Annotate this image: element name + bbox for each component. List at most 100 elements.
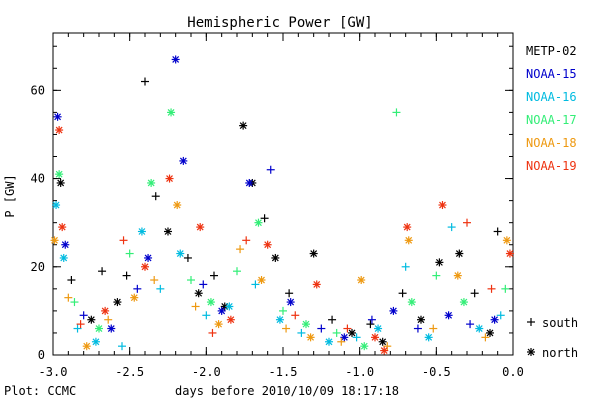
data-points — [50, 55, 514, 355]
data-point-south — [208, 328, 217, 337]
data-point-north — [380, 346, 389, 355]
data-point-north — [263, 240, 272, 249]
data-point-south — [156, 284, 165, 293]
data-point-south — [352, 333, 361, 342]
data-point-north — [214, 320, 223, 329]
data-point-south — [199, 280, 208, 289]
data-point-north — [407, 298, 416, 307]
data-point-north — [164, 227, 172, 236]
data-point-south — [429, 324, 438, 333]
x-tick-label: -1.5 — [269, 365, 298, 379]
data-point-north — [225, 302, 234, 311]
data-point-north — [371, 333, 379, 342]
y-tick-label: 20 — [31, 260, 45, 274]
data-point-south — [118, 342, 126, 351]
data-point-north — [167, 108, 176, 117]
data-point-south — [260, 214, 269, 223]
data-point-north — [312, 280, 321, 289]
data-point-north — [137, 227, 146, 236]
data-point-north — [404, 236, 413, 245]
data-point-south — [104, 315, 113, 324]
data-point-south — [67, 276, 76, 285]
data-point-north — [424, 333, 433, 342]
data-point-south — [251, 280, 260, 289]
data-point-north — [58, 223, 67, 232]
data-point-south — [366, 320, 375, 329]
data-point-north — [357, 276, 366, 285]
data-point-north — [171, 55, 180, 64]
data-point-south — [150, 276, 159, 285]
data-point-north — [196, 223, 205, 232]
data-point-south — [282, 324, 291, 333]
data-point-south — [202, 311, 211, 320]
data-point-north — [239, 121, 248, 130]
data-point-south — [332, 328, 341, 337]
data-point-north — [87, 315, 96, 324]
y-tick-label: 40 — [31, 172, 45, 186]
data-point-north — [194, 289, 203, 298]
data-point-south — [151, 192, 160, 201]
data-point-south — [463, 218, 471, 227]
data-point-south — [481, 333, 490, 342]
data-point-south — [328, 315, 337, 324]
data-point-north — [245, 178, 254, 187]
data-point-south — [98, 267, 107, 276]
data-point-north — [271, 253, 280, 262]
data-point-north — [486, 328, 494, 337]
data-point-north — [403, 223, 412, 232]
plot-frame — [52, 32, 514, 356]
data-point-south — [367, 315, 376, 324]
legend-north-marker — [527, 348, 535, 356]
data-point-south — [119, 236, 128, 245]
data-point-south — [73, 324, 82, 333]
data-point-south — [470, 289, 479, 298]
data-point-north — [417, 315, 425, 324]
data-point-north — [113, 298, 122, 307]
x-tick-label: -2.0 — [192, 365, 221, 379]
data-point-north — [176, 249, 185, 258]
y-axis-label: P [GW] — [3, 174, 17, 217]
data-point-north — [91, 337, 100, 346]
data-point-north — [147, 178, 156, 187]
data-point-north — [141, 262, 149, 271]
data-point-south — [122, 271, 131, 280]
legend-symbol-label: south — [542, 316, 578, 330]
chart-title: Hemispheric Power [GW] — [187, 15, 372, 31]
data-point-north — [59, 253, 68, 262]
data-point-north — [459, 298, 468, 307]
data-point-north — [505, 249, 514, 258]
data-point-north — [61, 240, 70, 249]
data-point-south — [242, 236, 251, 245]
data-point-north — [53, 112, 62, 121]
data-point-north — [455, 249, 464, 258]
data-point-north — [173, 201, 182, 210]
data-point-north — [374, 324, 383, 333]
data-point-south — [279, 306, 287, 315]
data-point-south — [383, 342, 392, 351]
data-point-south — [191, 302, 200, 311]
data-point-south — [337, 337, 346, 346]
x-axis-label: days before 2010/10/09 18:17:18 — [175, 384, 399, 398]
data-point-north — [226, 315, 235, 324]
data-point-north — [325, 337, 333, 346]
data-point-south — [392, 108, 401, 117]
data-point-north — [302, 320, 310, 329]
data-point-north — [95, 324, 103, 333]
data-point-north — [165, 174, 174, 183]
legend-entry: NOAA-15 — [526, 67, 577, 81]
legend-entry: NOAA-16 — [526, 90, 577, 104]
data-point-south — [141, 77, 149, 86]
data-point-south — [133, 284, 142, 293]
data-point-south — [297, 328, 306, 337]
data-point-south — [183, 253, 192, 262]
data-point-south — [64, 293, 73, 302]
data-point-south — [432, 271, 441, 280]
data-point-south — [466, 320, 475, 329]
data-point-north — [389, 306, 398, 315]
y-tick-label: 0 — [38, 348, 45, 362]
data-point-north — [490, 315, 499, 324]
data-point-north — [306, 333, 315, 342]
data-point-north — [179, 156, 188, 165]
data-point-south — [79, 311, 88, 320]
